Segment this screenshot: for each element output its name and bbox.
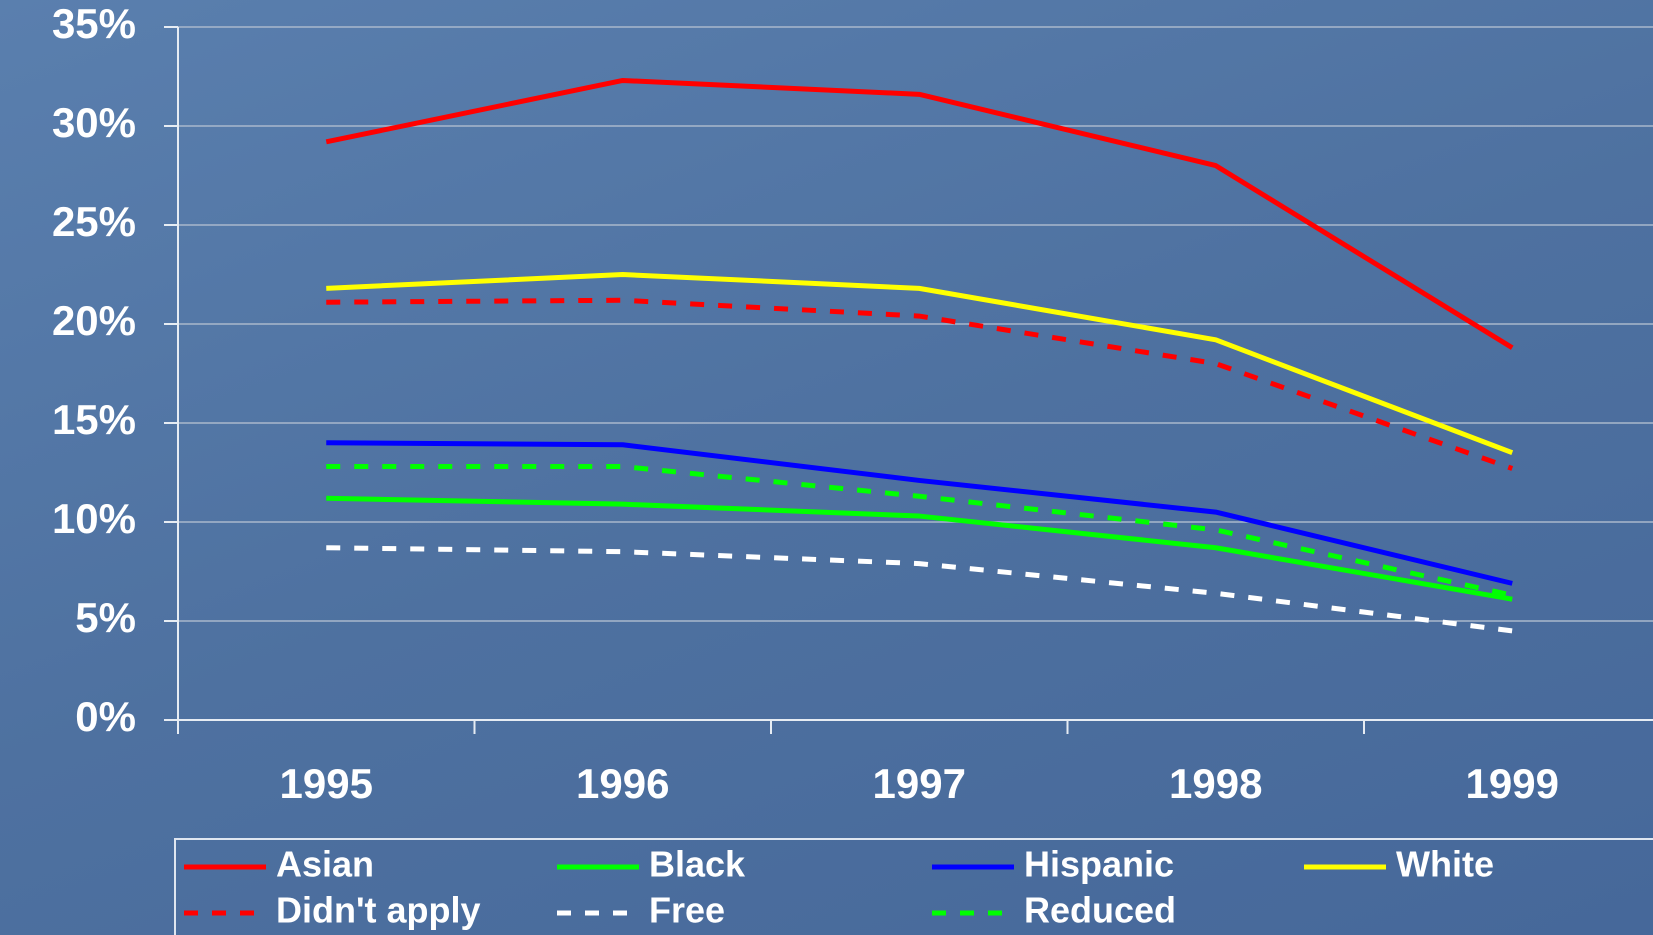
series-line (326, 495, 1513, 602)
y-tick-label: 15% (52, 396, 136, 443)
legend-label: Asian (276, 844, 374, 885)
y-tick-label: 30% (52, 99, 136, 146)
y-tick-label: 35% (52, 0, 136, 47)
series-line (325, 77, 1514, 350)
x-tick-label: 1997 (873, 760, 966, 807)
legend-label: Reduced (1024, 890, 1176, 931)
series-line (326, 545, 1513, 634)
series-line (326, 464, 1513, 598)
x-tick-label: 1995 (280, 760, 373, 807)
series-line (326, 297, 1514, 471)
legend-label: White (1396, 844, 1494, 885)
y-tick-label: 20% (52, 297, 136, 344)
series-line (326, 272, 1514, 456)
legend-label: Black (649, 844, 746, 885)
series-line (326, 440, 1513, 586)
legend-label: Didn't apply (276, 890, 481, 931)
y-tick-label: 5% (75, 594, 136, 641)
y-tick-label: 25% (52, 198, 136, 245)
legend-label: Hispanic (1024, 844, 1174, 885)
legend-box (174, 838, 1653, 935)
x-tick-label: 1996 (576, 760, 669, 807)
x-tick-label: 1999 (1466, 760, 1559, 807)
legend-label: Free (649, 890, 725, 931)
y-tick-label: 10% (52, 495, 136, 542)
y-tick-label: 0% (75, 693, 136, 740)
x-tick-label: 1998 (1169, 760, 1262, 807)
